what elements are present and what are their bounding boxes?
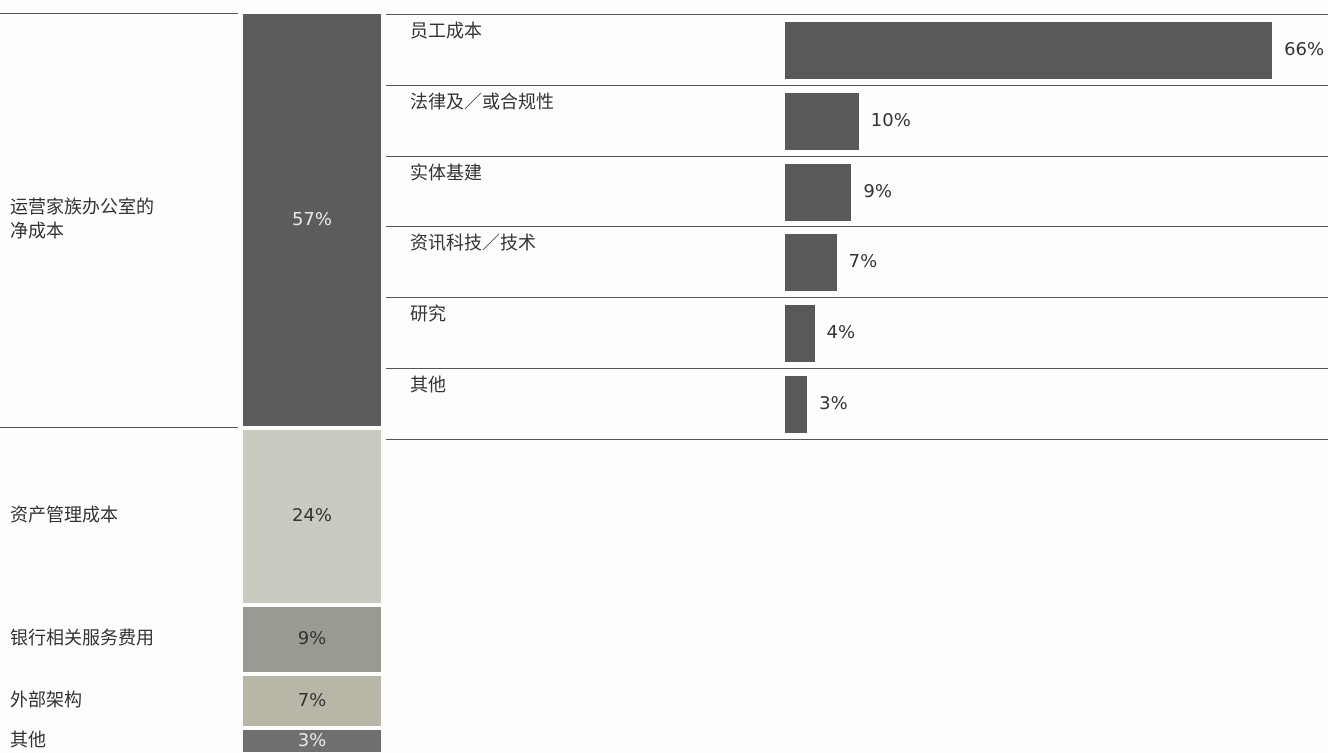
- divider: [0, 13, 238, 14]
- value-label: 10%: [870, 109, 911, 131]
- category-label: 法律及／或合规性: [410, 91, 554, 113]
- category-label: 银行相关服务费用: [10, 628, 154, 650]
- bar: [785, 22, 1273, 79]
- category-label: 外部架构: [10, 690, 82, 712]
- divider: [386, 155, 1328, 157]
- bar: [785, 376, 808, 433]
- segment: [243, 675, 381, 727]
- divider: [386, 84, 1328, 86]
- category-label: 其他: [410, 375, 446, 396]
- segment: [243, 429, 381, 603]
- category-label: 研究: [410, 304, 446, 326]
- category-label: 运营家族办公室的净成本: [10, 196, 154, 242]
- segment: [243, 606, 381, 672]
- category-label: 资讯科技／技术: [410, 233, 536, 255]
- category-label: 实体基建: [410, 162, 482, 184]
- divider: [386, 438, 1328, 440]
- category-label: 资产管理成本: [10, 505, 118, 527]
- value-label: 7%: [297, 690, 327, 712]
- value-label: 24%: [291, 505, 332, 527]
- category-label: 员工成本: [410, 21, 482, 42]
- value-label: 9%: [863, 180, 892, 202]
- category-label: 其他: [10, 730, 46, 752]
- value-label: 4%: [826, 322, 856, 344]
- value-label: 57%: [291, 208, 332, 230]
- divider: [386, 226, 1328, 228]
- bar: [785, 92, 859, 150]
- divider: [386, 14, 1328, 15]
- divider: [386, 297, 1328, 299]
- bar: [785, 234, 837, 292]
- value-label: 9%: [297, 628, 327, 650]
- value-label: 7%: [848, 251, 878, 273]
- segment: [243, 730, 381, 752]
- value-label: 3%: [297, 730, 327, 752]
- bar: [785, 305, 815, 363]
- divider: [386, 368, 1328, 369]
- segment: [243, 14, 381, 426]
- value-label: 66%: [1284, 39, 1325, 60]
- value-label: 3%: [819, 393, 848, 414]
- bar: [785, 163, 852, 221]
- divider: [0, 426, 238, 428]
